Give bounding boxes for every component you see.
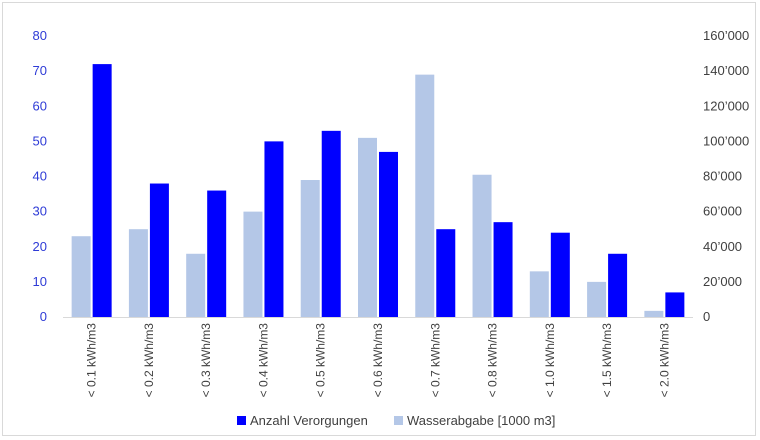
right-tick-label: 140’000 [703, 63, 749, 78]
verorgungen-bar [321, 130, 341, 317]
verorgungen-bar [436, 229, 456, 317]
wasserabgabe-bar [71, 236, 91, 317]
verorgungen-bar [493, 222, 513, 317]
verorgungen-bar [608, 253, 628, 317]
verorgungen-bar [207, 190, 227, 317]
wasserabgabe-bar [644, 310, 664, 317]
verorgungen-bar [264, 141, 284, 317]
left-tick-label: 80 [33, 28, 47, 43]
wasserabgabe-bar [358, 137, 377, 317]
verorgungen-bar [92, 64, 112, 317]
wasserabgabe-bar [415, 74, 435, 317]
right-tick-label: 120’000 [703, 98, 749, 113]
left-tick-label: 60 [33, 98, 47, 113]
right-y-axis: 0 20’000 40’000 60’000 80’000 100’000 120’000 1… [703, 28, 749, 324]
verorgungen-bar [149, 183, 169, 317]
wasserabgabe-bar [243, 211, 263, 317]
legend-swatch-verorgungen [237, 416, 246, 425]
category-label: < 0.6 kWh/m3 [371, 323, 385, 398]
category-label: < 0.8 kWh/m3 [486, 323, 500, 398]
left-tick-label: 40 [33, 169, 47, 184]
right-tick-label: 20’000 [703, 274, 742, 289]
legend-swatch-wasserabgabe [394, 416, 403, 425]
category-label: < 2.0 kWh/m3 [657, 323, 671, 398]
wasserabgabe-bar [587, 281, 607, 317]
right-tick-label: 60’000 [703, 204, 742, 219]
right-tick-label: 40’000 [703, 239, 742, 254]
verorgungen-bar [665, 292, 685, 317]
category-label: < 0.4 kWh/m3 [256, 323, 270, 398]
wasserabgabe-bar [472, 174, 492, 317]
legend-label-wasserabgabe: Wasserabgabe [1000 m3] [407, 413, 555, 428]
category-label: < 0.2 kWh/m3 [142, 323, 156, 398]
left-tick-label: 70 [33, 63, 47, 78]
right-tick-label: 80’000 [703, 169, 742, 184]
category-label: < 1.5 kWh/m3 [600, 323, 614, 398]
legend: Anzahl Verorgungen Wasserabgabe [1000 m3] [237, 413, 555, 428]
bars [71, 64, 685, 317]
category-label: < 0.7 kWh/m3 [428, 323, 442, 398]
left-tick-label: 0 [40, 309, 47, 324]
category-label: < 0.1 kWh/m3 [85, 323, 99, 398]
left-tick-label: 20 [33, 239, 47, 254]
wasserabgabe-bar [186, 253, 206, 317]
left-tick-label: 30 [33, 204, 47, 219]
verorgungen-bar [550, 232, 570, 317]
left-tick-label: 50 [33, 133, 47, 148]
right-tick-label: 0 [703, 309, 710, 324]
left-tick-label: 10 [33, 274, 47, 289]
legend-label-verorgungen: Anzahl Verorgungen [250, 413, 368, 428]
right-tick-label: 160’000 [703, 28, 749, 43]
category-label: < 0.5 kWh/m3 [314, 323, 328, 398]
wasserabgabe-bar [128, 229, 148, 317]
left-y-axis: 0 10 20 30 40 50 60 70 80 [33, 28, 47, 324]
verorgungen-bar [379, 151, 398, 317]
category-label: < 1.0 kWh/m3 [543, 323, 557, 398]
right-tick-label: 100’000 [703, 133, 749, 148]
category-label: < 0.3 kWh/m3 [199, 323, 213, 398]
wasserabgabe-bar [300, 180, 320, 317]
x-axis-labels: < 0.1 kWh/m3 < 0.2 kWh/m3 < 0.3 kWh/m3 < 0.… [85, 323, 672, 398]
wasserabgabe-bar [529, 271, 549, 317]
